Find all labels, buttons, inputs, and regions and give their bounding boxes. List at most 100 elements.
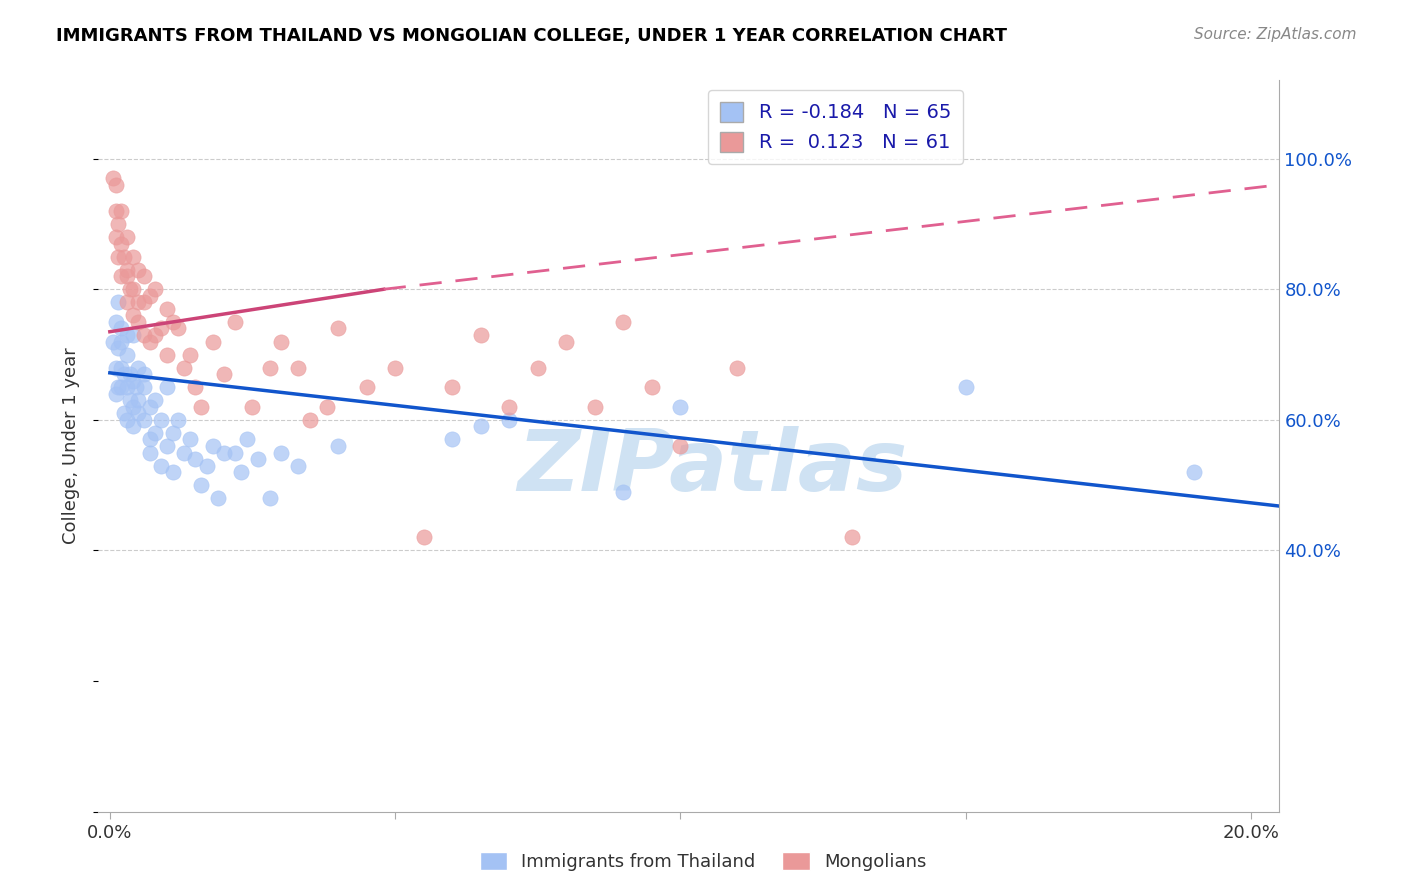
Point (132, 269, 155, 284)
Point (247, 452, 270, 467)
Point (190, 478, 212, 492)
Point (132, 367, 155, 381)
Point (145, 393, 167, 408)
Point (145, 328, 167, 343)
Point (224, 445, 246, 459)
Point (121, 400, 143, 414)
Point (115, 348, 138, 362)
Point (139, 433, 162, 447)
Point (121, 419, 143, 434)
Point (162, 425, 184, 440)
Point (118, 393, 141, 408)
Point (259, 360, 281, 375)
Point (167, 321, 190, 335)
Point (526, 360, 548, 375)
Point (110, 360, 132, 375)
Point (173, 445, 195, 459)
Point (156, 380, 179, 394)
Point (212, 367, 235, 381)
Point (184, 380, 207, 394)
Point (669, 439, 692, 453)
Point (201, 439, 224, 453)
Text: ZIPatlas: ZIPatlas (517, 426, 908, 509)
Point (104, 203, 127, 218)
Point (612, 484, 634, 499)
Point (132, 413, 155, 427)
Point (270, 445, 292, 459)
Point (669, 400, 692, 414)
Point (555, 334, 578, 349)
Point (110, 236, 132, 251)
Point (145, 425, 167, 440)
Point (121, 282, 143, 296)
Point (326, 439, 349, 453)
Point (150, 458, 173, 473)
Point (115, 262, 138, 277)
Point (841, 530, 863, 544)
Point (139, 445, 162, 459)
Point (104, 360, 127, 375)
Point (162, 315, 184, 329)
Point (132, 328, 155, 343)
Point (127, 406, 149, 420)
Point (101, 334, 124, 349)
Point (195, 458, 218, 473)
Point (118, 282, 141, 296)
Point (270, 334, 292, 349)
Point (259, 491, 281, 506)
Point (110, 203, 132, 218)
Point (612, 315, 634, 329)
Point (115, 328, 138, 343)
Point (356, 380, 378, 394)
Point (115, 295, 138, 310)
Point (470, 419, 492, 434)
Point (132, 380, 155, 394)
Point (384, 360, 406, 375)
Point (412, 530, 434, 544)
Point (201, 334, 224, 349)
Point (124, 380, 146, 394)
Y-axis label: College, Under 1 year: College, Under 1 year (62, 348, 80, 544)
Point (110, 380, 132, 394)
Point (470, 328, 492, 343)
Point (150, 413, 173, 427)
Point (641, 380, 664, 394)
Point (498, 400, 520, 414)
Point (107, 295, 129, 310)
Point (287, 458, 309, 473)
Point (115, 380, 138, 394)
Point (167, 413, 190, 427)
Point (212, 445, 235, 459)
Point (104, 230, 127, 244)
Point (104, 386, 127, 401)
Point (441, 433, 464, 447)
Point (298, 413, 321, 427)
Point (118, 367, 141, 381)
Point (104, 178, 127, 192)
Point (121, 374, 143, 388)
Point (127, 315, 149, 329)
Point (115, 230, 138, 244)
Point (127, 295, 149, 310)
Point (207, 491, 229, 506)
Point (127, 393, 149, 408)
Point (190, 400, 212, 414)
Point (107, 380, 129, 394)
Point (315, 400, 337, 414)
Point (121, 328, 143, 343)
Point (156, 439, 179, 453)
Point (127, 262, 149, 277)
Point (229, 465, 252, 479)
Point (112, 406, 135, 420)
Point (110, 321, 132, 335)
Point (236, 433, 259, 447)
Point (179, 433, 201, 447)
Point (115, 413, 138, 427)
Point (441, 380, 464, 394)
Point (127, 360, 149, 375)
Point (156, 348, 179, 362)
Point (224, 315, 246, 329)
Point (156, 301, 179, 316)
Point (101, 171, 124, 186)
Point (139, 334, 162, 349)
